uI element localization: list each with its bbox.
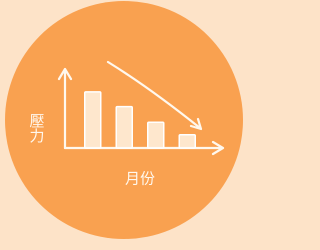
bar [179,135,195,148]
bar [85,92,101,148]
y-axis-label: 壓力 [28,113,46,144]
x-axis-label: 月份 [125,170,155,188]
bar [148,122,164,148]
page: {"chart_data": {"type": "bar", "y_label"… [0,0,248,250]
bar [116,107,132,148]
chart: 壓力 月份 [0,0,248,250]
